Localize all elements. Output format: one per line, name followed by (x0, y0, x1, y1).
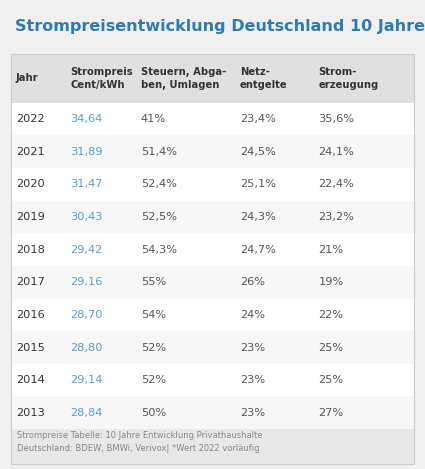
Text: 27%: 27% (319, 408, 344, 418)
Text: Steuern, Abga-
ben, Umlagen: Steuern, Abga- ben, Umlagen (141, 67, 226, 90)
Text: 22,4%: 22,4% (319, 179, 354, 189)
Text: 19%: 19% (319, 277, 344, 287)
Text: 24,3%: 24,3% (240, 212, 276, 222)
Text: 52%: 52% (141, 342, 166, 353)
Text: 2017: 2017 (16, 277, 45, 287)
Text: 29,14: 29,14 (70, 375, 102, 385)
Text: 21%: 21% (319, 245, 344, 255)
Text: 50%: 50% (141, 408, 166, 418)
Text: 24%: 24% (240, 310, 265, 320)
Text: Strompreise Tabelle: 10 Jahre Entwicklung Privathaushalte
Deutschland: BDEW, BMW: Strompreise Tabelle: 10 Jahre Entwicklun… (17, 431, 263, 453)
Text: 2020: 2020 (16, 179, 45, 189)
Text: 2019: 2019 (16, 212, 45, 222)
Text: 2015: 2015 (16, 342, 45, 353)
Text: 35,6%: 35,6% (319, 114, 354, 124)
Text: 23%: 23% (240, 375, 265, 385)
Text: 29,42: 29,42 (70, 245, 102, 255)
Text: Strompreis
Cent/kWh: Strompreis Cent/kWh (70, 67, 133, 90)
Text: 2022: 2022 (16, 114, 44, 124)
Text: 28,70: 28,70 (70, 310, 103, 320)
Text: 31,47: 31,47 (70, 179, 103, 189)
Text: Strom-
erzeugung: Strom- erzeugung (319, 67, 379, 90)
Text: 52,4%: 52,4% (141, 179, 177, 189)
Text: 28,80: 28,80 (70, 342, 103, 353)
Text: 23,4%: 23,4% (240, 114, 276, 124)
Text: 51,4%: 51,4% (141, 147, 177, 157)
Text: 2021: 2021 (16, 147, 45, 157)
Text: 52,5%: 52,5% (141, 212, 177, 222)
Text: 24,5%: 24,5% (240, 147, 276, 157)
Text: 23,2%: 23,2% (319, 212, 354, 222)
Text: 25,1%: 25,1% (240, 179, 276, 189)
Text: Strompreisentwicklung Deutschland 10 Jahre: Strompreisentwicklung Deutschland 10 Jah… (15, 19, 425, 34)
Text: 24,1%: 24,1% (319, 147, 354, 157)
Text: 31,89: 31,89 (70, 147, 103, 157)
Text: Jahr: Jahr (16, 73, 38, 83)
Text: 22%: 22% (319, 310, 343, 320)
Text: 26%: 26% (240, 277, 265, 287)
Text: 55%: 55% (141, 277, 166, 287)
Text: 2013: 2013 (16, 408, 45, 418)
Text: 52%: 52% (141, 375, 166, 385)
Text: 28,84: 28,84 (70, 408, 102, 418)
Text: 29,16: 29,16 (70, 277, 102, 287)
Text: 30,43: 30,43 (70, 212, 103, 222)
Text: 34,64: 34,64 (70, 114, 102, 124)
Text: 54,3%: 54,3% (141, 245, 177, 255)
Text: 41%: 41% (141, 114, 166, 124)
Text: 23%: 23% (240, 408, 265, 418)
Text: 25%: 25% (319, 342, 344, 353)
Text: 54%: 54% (141, 310, 166, 320)
Text: 23%: 23% (240, 342, 265, 353)
Text: 25%: 25% (319, 375, 344, 385)
Text: 2018: 2018 (16, 245, 45, 255)
Text: 2016: 2016 (16, 310, 45, 320)
Text: 24,7%: 24,7% (240, 245, 276, 255)
Text: 2014: 2014 (16, 375, 45, 385)
Text: Netz-
entgelte: Netz- entgelte (240, 67, 287, 90)
